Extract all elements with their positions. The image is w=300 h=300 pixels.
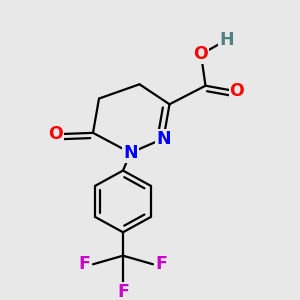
Text: H: H (219, 31, 234, 49)
Text: O: O (194, 45, 208, 63)
Text: N: N (123, 144, 138, 162)
Text: F: F (79, 255, 91, 273)
Text: F: F (155, 255, 167, 273)
Text: O: O (230, 82, 244, 100)
Text: F: F (117, 283, 129, 300)
Text: N: N (156, 130, 171, 148)
Text: O: O (48, 125, 63, 143)
